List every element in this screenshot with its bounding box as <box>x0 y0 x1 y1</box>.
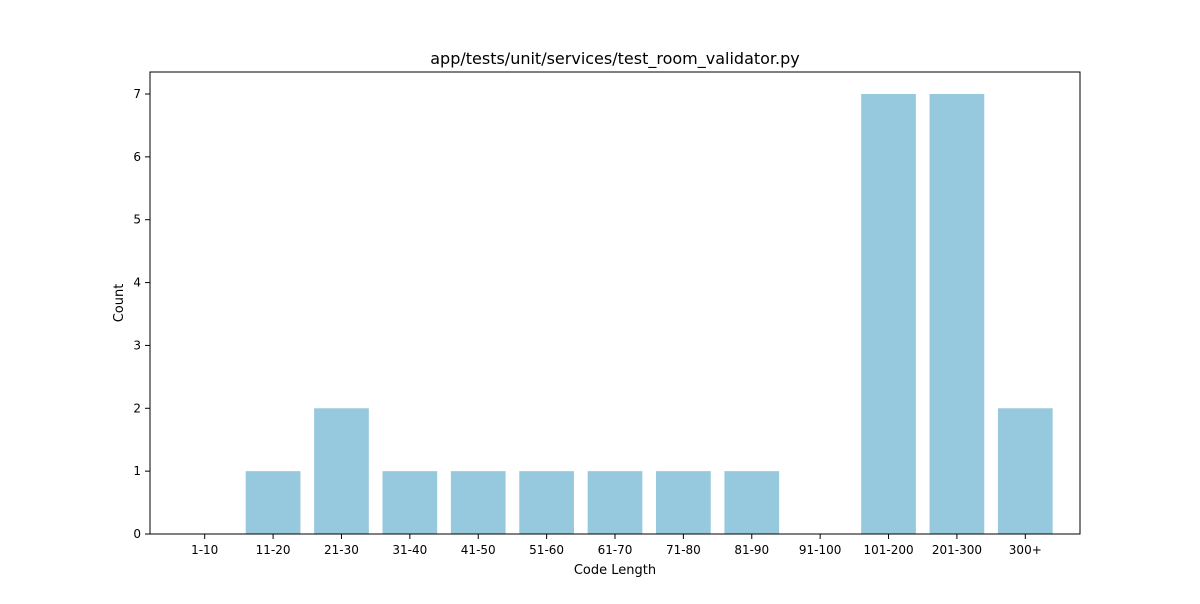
y-tick-label: 2 <box>133 401 141 415</box>
y-tick-label: 4 <box>133 276 141 290</box>
y-tick-label: 7 <box>133 87 141 101</box>
y-tick-label: 3 <box>133 338 141 352</box>
bar-21-30 <box>314 408 369 534</box>
plot-frame <box>149 71 1081 535</box>
x-tick-label: 21-30 <box>324 543 359 557</box>
bar-71-80 <box>656 471 711 534</box>
bar-31-40 <box>382 471 438 534</box>
x-tick-label: 81-90 <box>734 543 769 557</box>
x-tick-label: 11-20 <box>256 543 291 557</box>
y-tick-label: 0 <box>133 527 141 541</box>
x-axis: 1-10 11-20 21-30 31-40 41-50 51-60 61-70 71-80 8… <box>191 534 1042 557</box>
y-tick-label: 5 <box>133 213 141 227</box>
bar-101-200 <box>861 94 916 534</box>
bar-300+ <box>997 408 1053 534</box>
x-tick-label: 31-40 <box>392 543 427 557</box>
x-tick-label: 61-70 <box>598 543 633 557</box>
y-tick-label: 6 <box>133 150 141 164</box>
bar-81-90 <box>724 471 780 534</box>
y-axis-label: Count <box>112 284 127 323</box>
x-tick-label: 41-50 <box>461 543 496 557</box>
x-tick-label: 1-10 <box>191 543 218 557</box>
x-tick-label: 201-300 <box>932 543 982 557</box>
bar-201-300 <box>929 94 985 534</box>
bar-61-70 <box>587 471 643 534</box>
y-tick-label: 1 <box>133 464 141 478</box>
bars-group <box>245 94 1053 534</box>
y-axis: 0 1 2 3 4 5 6 7 <box>133 87 150 541</box>
chart-title: app/tests/unit/services/test_room_valida… <box>430 49 800 69</box>
bar-41-50 <box>450 471 506 534</box>
x-tick-label: 91-100 <box>799 543 842 557</box>
bar-11-20 <box>245 471 301 534</box>
x-tick-label: 71-80 <box>666 543 701 557</box>
x-tick-label: 51-60 <box>529 543 564 557</box>
x-axis-label: Code Length <box>574 563 656 578</box>
x-tick-label: 101-200 <box>863 543 913 557</box>
bar-51-60 <box>519 471 574 534</box>
x-tick-label: 300+ <box>1009 543 1042 557</box>
